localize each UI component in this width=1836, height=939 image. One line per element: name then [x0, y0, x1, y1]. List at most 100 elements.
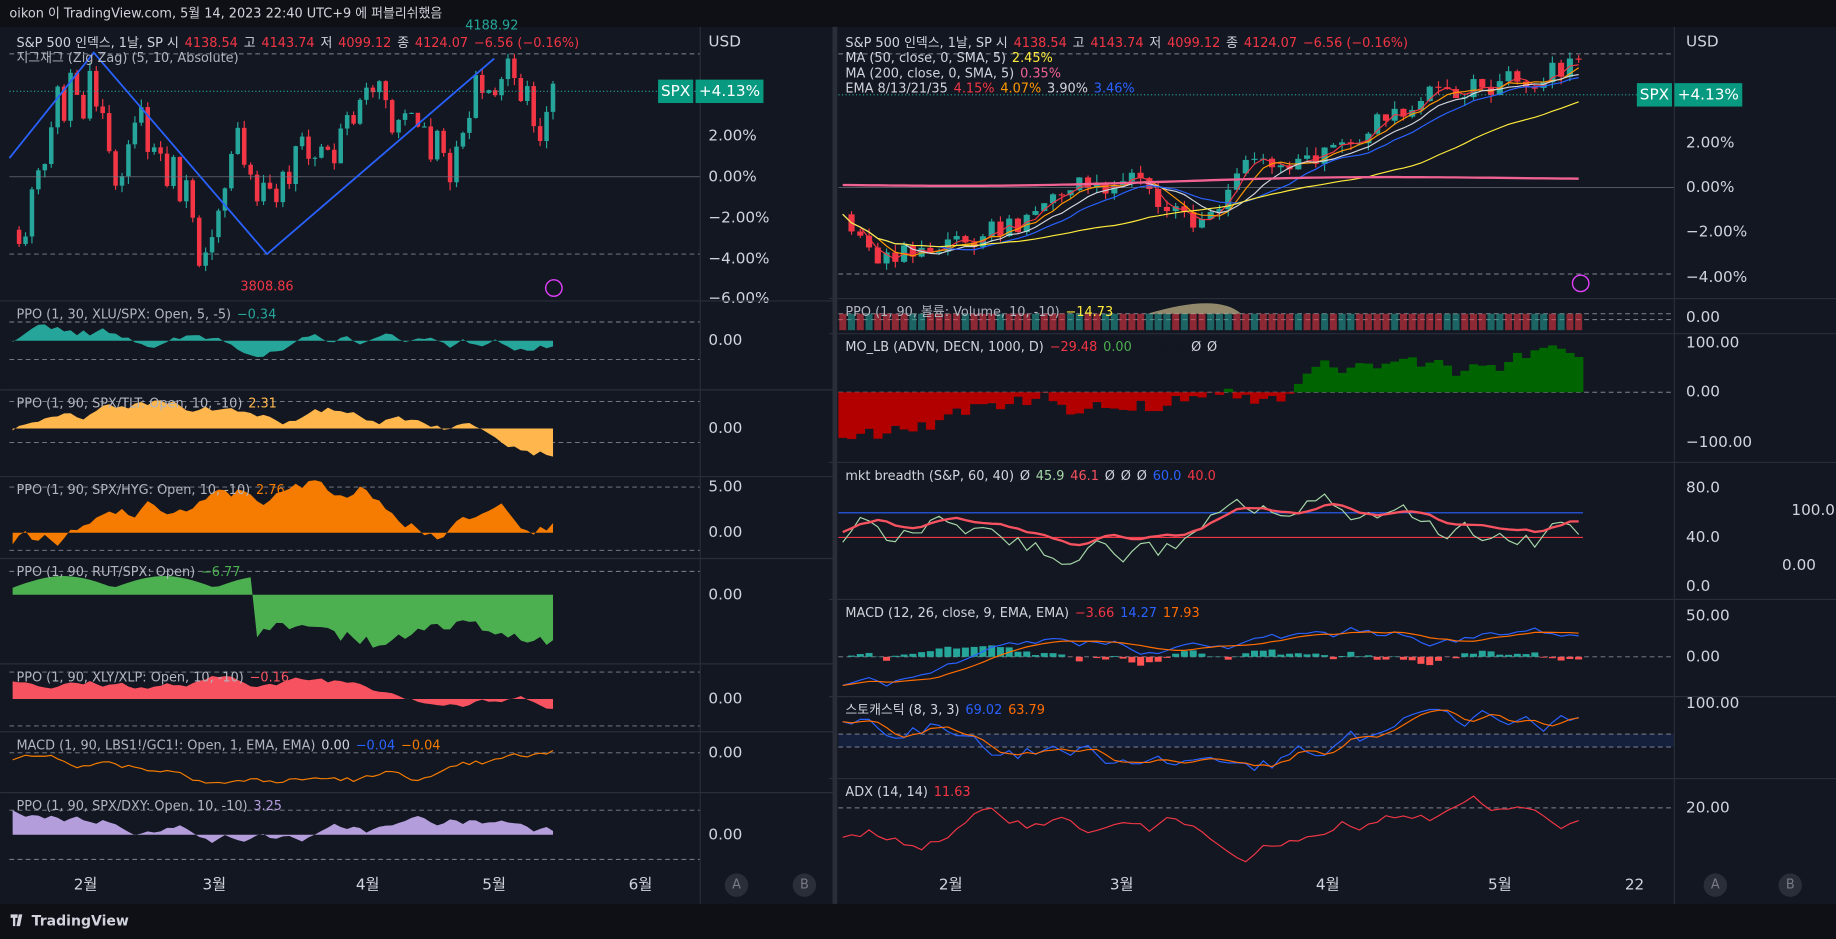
candle-body [158, 147, 163, 154]
candle-body [1330, 144, 1337, 148]
mo-bar [1066, 392, 1076, 415]
candle-body [1084, 177, 1092, 188]
volume-bar [1487, 313, 1495, 331]
candle-body [241, 127, 247, 165]
mo-bar [952, 392, 962, 409]
macd-bar [1145, 656, 1153, 663]
candle-body [132, 122, 138, 145]
badge-change-text: +4.13% [699, 82, 760, 100]
legend-item: 60.0 [1153, 469, 1182, 484]
badge-symbol-text: SPX [1640, 85, 1669, 103]
volume-bar [1023, 313, 1031, 331]
candle-body [42, 163, 48, 171]
candle-body [1479, 79, 1486, 88]
legend-item: PPO (1, 90, XLY/XLP: Open, 10, -10) [16, 670, 243, 685]
candle-body [196, 217, 202, 266]
x-axis-label: 3월 [1110, 876, 1134, 894]
macd-bar [1040, 653, 1048, 657]
mo-bar [1250, 392, 1260, 404]
alert-icon [1571, 274, 1590, 293]
legend-item: −6.56 (−0.16%) [1303, 36, 1408, 51]
volume-bar [1075, 313, 1083, 331]
candle-body [874, 247, 881, 264]
candle-body [364, 87, 369, 100]
volume-bar [1102, 313, 1110, 331]
scale-button-label[interactable]: B [800, 878, 809, 893]
volume-bar [1391, 313, 1399, 331]
candle-body [338, 128, 343, 164]
breadth-line [842, 502, 1579, 547]
legend-item: 0.35% [1020, 66, 1061, 81]
candle-body [1041, 203, 1048, 211]
mo-bar [1486, 365, 1496, 393]
candle-body [164, 153, 170, 186]
stoch-band [838, 734, 1675, 747]
candle-body [415, 112, 421, 127]
axis-label: 2.00% [708, 126, 756, 144]
volume-bar [1180, 313, 1188, 331]
candle-body [492, 90, 498, 96]
scale-button[interactable] [1703, 873, 1728, 897]
macd-bar [1575, 656, 1583, 660]
candle-body [505, 58, 511, 80]
volume-bar [1128, 313, 1136, 331]
pane-plot [12, 576, 554, 648]
volume-bar [1163, 313, 1171, 331]
scale-button[interactable] [1778, 873, 1802, 897]
macd-bar [1102, 656, 1110, 660]
scale-button-label[interactable]: A [732, 878, 741, 893]
x-axis-label: 22 [1625, 876, 1644, 894]
legend-item: 40.0 [1187, 469, 1216, 484]
candle-body [1216, 209, 1223, 212]
candle-body [1277, 165, 1284, 168]
macd-bar [1470, 653, 1478, 657]
mo-bar [1215, 392, 1225, 395]
candle-body [23, 236, 28, 244]
candle-body [119, 176, 125, 186]
footer-bar [0, 903, 1836, 939]
volume-bar [883, 313, 891, 331]
legend-item: 0.00 [321, 738, 350, 753]
volume-bar [1093, 313, 1101, 331]
legend-item: 63.79 [1008, 703, 1045, 718]
candle-body [927, 247, 934, 253]
x-axis-label: 5월 [482, 876, 506, 894]
macd-bar [944, 646, 952, 657]
scale-button-label[interactable]: A [1711, 878, 1720, 893]
volume-bar [1540, 313, 1548, 331]
mo-bar [1495, 370, 1505, 393]
candle-body [1374, 114, 1381, 134]
scale-button[interactable] [792, 873, 817, 897]
candle-body [177, 156, 183, 202]
volume-bar [900, 313, 908, 331]
legend-item: −3.66 [1075, 606, 1114, 621]
volume-bar [1470, 313, 1478, 331]
candle-body [936, 251, 943, 253]
pane-plot [838, 708, 1675, 772]
macd-bar [1426, 656, 1434, 666]
candle-body [1242, 159, 1249, 174]
volume-bar [1303, 313, 1311, 331]
candle-body [1163, 206, 1170, 212]
volume-bar [1215, 313, 1223, 331]
mo-bar [1258, 392, 1269, 399]
macd-bar [1058, 654, 1066, 657]
volume-bar [953, 313, 961, 331]
candle-body [396, 119, 401, 133]
candle-body [518, 77, 524, 101]
candle-body [1225, 189, 1232, 210]
macd-bar [1180, 651, 1188, 657]
scale-button[interactable] [724, 873, 749, 897]
candle-body [351, 115, 356, 124]
macd-bar [1496, 654, 1504, 657]
candle-body [988, 221, 995, 237]
scale-button-label[interactable]: B [1786, 878, 1795, 893]
area-fill [12, 676, 554, 709]
mo-bar [1293, 383, 1304, 393]
candle-body [113, 151, 118, 186]
axis-label: USD [708, 33, 741, 51]
volume-bar [1031, 313, 1039, 331]
candle-body [1172, 206, 1179, 212]
mo-bar [1460, 370, 1470, 393]
